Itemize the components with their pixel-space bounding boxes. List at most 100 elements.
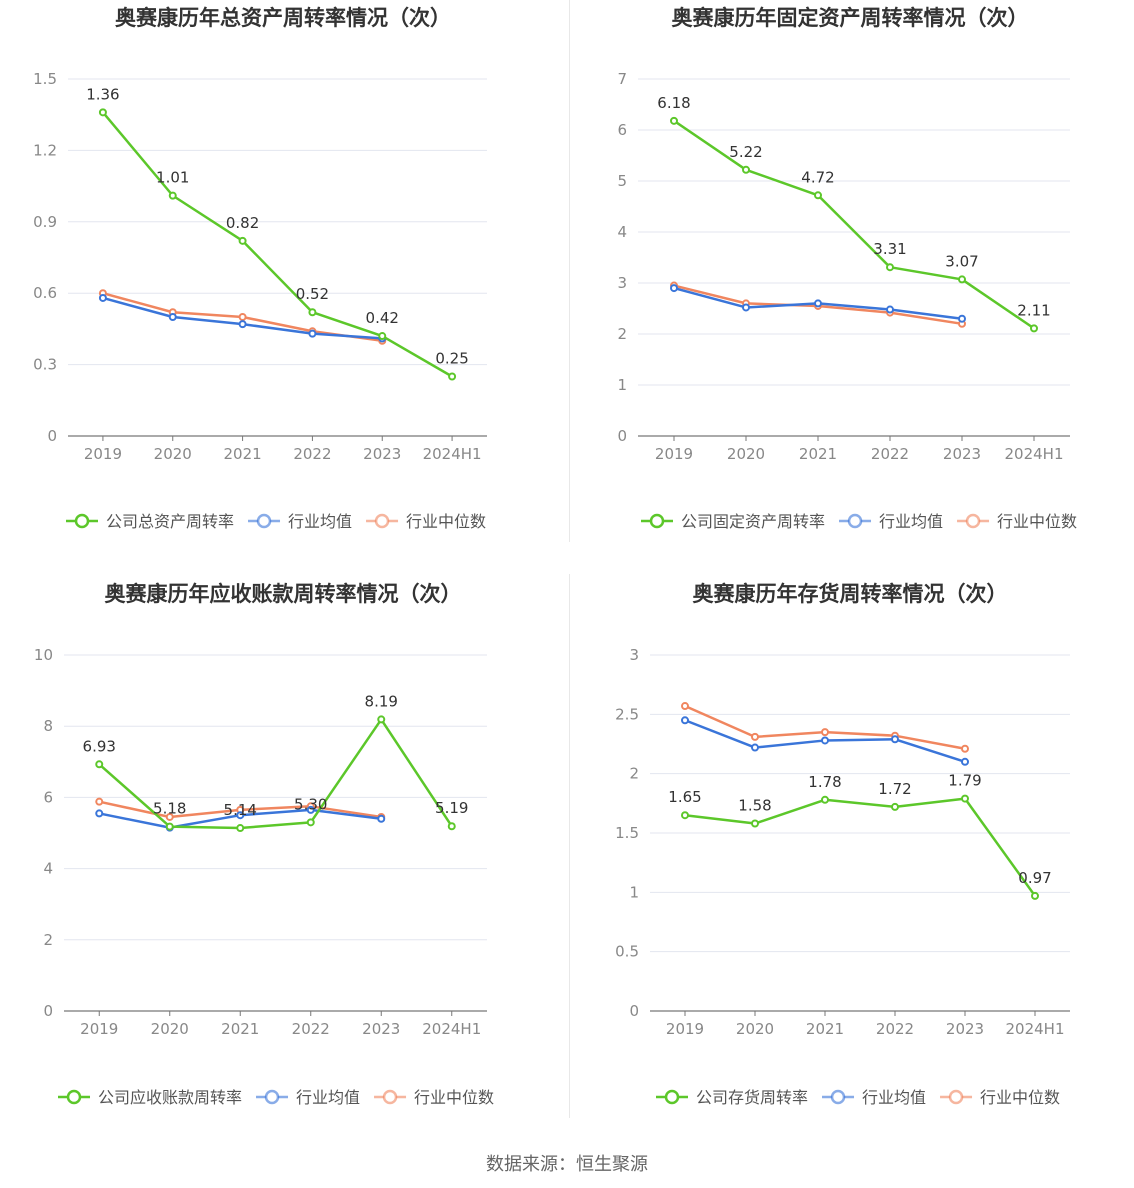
legend-label: 公司应收账款周转率 (98, 1088, 242, 1107)
legend-item-company: 公司应收账款周转率 (58, 1088, 242, 1107)
legend-label: 行业均值 (862, 1088, 926, 1107)
legend-label: 行业中位数 (980, 1088, 1060, 1107)
chart-svg: 奥赛康历年总资产周转率情况（次） 0 0.3 0.6 0.9 1.2 1.5 2019 2020… (33, 6, 487, 531)
data-point-median (751, 732, 759, 741)
data-point-avg (306, 805, 315, 814)
data-point-avg (958, 314, 966, 323)
y-tick-label: 1.5 (615, 824, 639, 842)
y-tick-label: 1 (617, 376, 627, 394)
legend-label: 公司存货周转率 (696, 1088, 808, 1107)
data-source: 数据来源：恒生聚源 (486, 1154, 648, 1175)
data-point-company (751, 819, 759, 828)
y-tick-label: 0 (617, 427, 627, 445)
legend-item-avg: 行业均值 (256, 1088, 360, 1107)
series-line-company (101, 111, 453, 378)
y-tick-label: 0 (47, 427, 57, 445)
data-point-median (821, 728, 829, 737)
data-point-avg (377, 814, 386, 823)
y-tick-label: 4 (617, 223, 627, 241)
legend-marker (74, 513, 90, 529)
data-label: 3.07 (945, 252, 978, 270)
legend-item-median: 行业中位数 (366, 512, 486, 531)
x-tick-label: 2021 (799, 445, 837, 463)
data-label: 1.65 (668, 788, 701, 806)
legend-marker (374, 513, 390, 529)
y-tick-label: 0 (629, 1002, 639, 1020)
legend-label: 行业均值 (296, 1088, 360, 1107)
x-tick-label: 2024H1 (1006, 1020, 1065, 1038)
data-point-median (681, 702, 689, 711)
x-tick-label: 2020 (151, 1020, 189, 1038)
y-tick-label: 0.3 (33, 356, 57, 374)
x-tick-label: 2020 (727, 445, 765, 463)
chart-svg: 奥赛康历年应收账款周转率情况（次） 0 2 4 6 8 10 2019 2020 2021 2022… (34, 582, 494, 1107)
x-tick-label: 2022 (293, 445, 331, 463)
y-tick-label: 1 (629, 883, 639, 901)
y-tick-label: 2 (629, 765, 639, 783)
legend-item-company: 公司固定资产周转率 (641, 512, 825, 531)
data-point-median (238, 313, 247, 321)
data-label: 1.72 (878, 780, 911, 798)
x-tick-label: 2023 (363, 445, 401, 463)
data-point-median (95, 797, 104, 806)
data-point-company (448, 372, 457, 381)
legend-label: 行业均值 (288, 512, 352, 531)
legend-item-avg: 行业均值 (248, 512, 352, 531)
y-tick-label: 0 (43, 1002, 53, 1020)
x-tick-label: 2024H1 (423, 445, 482, 463)
data-label: 0.52 (296, 285, 329, 303)
data-point-company (95, 760, 104, 769)
data-label: 8.19 (365, 692, 398, 710)
data-label: 4.72 (801, 168, 834, 186)
legend-marker (264, 1089, 280, 1105)
data-point-company (98, 108, 107, 117)
data-point-company (308, 308, 317, 317)
data-label: 0.42 (366, 309, 399, 327)
x-tick-label: 2021 (221, 1020, 259, 1038)
legend-item-median: 行业中位数 (957, 512, 1077, 531)
series-line-company (98, 718, 453, 830)
data-point-company (961, 794, 969, 803)
data-label: 5.18 (153, 800, 186, 818)
chart-inventory-turnover: 奥赛康历年存货周转率情况（次） 0 0.5 1 1.5 2 2.5 3 2019 2020 2021… (567, 576, 1134, 1152)
data-label: 2.11 (1017, 301, 1050, 319)
data-point-company (814, 191, 822, 200)
data-label: 0.25 (435, 350, 468, 368)
data-label: 1.36 (86, 85, 119, 103)
data-label: 1.01 (156, 169, 189, 187)
legend-item-median: 行业中位数 (940, 1088, 1060, 1107)
x-tick-label: 2021 (806, 1020, 844, 1038)
data-label: 0.82 (226, 214, 259, 232)
x-tick-label: 2024H1 (1005, 445, 1064, 463)
x-tick-label: 2023 (943, 445, 981, 463)
chart-fixed-asset-turnover: 奥赛康历年固定资产周转率情况（次） 0 1 2 3 4 5 6 7 2019 2020 2021 202… (567, 0, 1134, 576)
y-tick-label: 1.5 (33, 70, 57, 88)
data-point-company (681, 811, 689, 820)
legend-label: 公司总资产周转率 (106, 512, 234, 531)
x-tick-label: 2019 (84, 445, 122, 463)
data-point-avg (821, 736, 829, 745)
data-label: 1.78 (808, 773, 841, 791)
legend-item-avg: 行业均值 (839, 512, 943, 531)
data-label: 5.14 (224, 801, 257, 819)
series-line-company (673, 119, 1035, 330)
y-tick-label: 6 (617, 121, 627, 139)
chart-svg: 奥赛康历年存货周转率情况（次） 0 0.5 1 1.5 2 2.5 3 2019 2020 2021… (615, 582, 1070, 1107)
y-tick-label: 3 (617, 274, 627, 292)
x-tick-label: 2022 (292, 1020, 330, 1038)
data-point-avg (238, 320, 247, 329)
chart-receivables-turnover: 奥赛康历年应收账款周转率情况（次） 0 2 4 6 8 10 2019 2020 2021 2022… (0, 576, 567, 1152)
data-point-avg (814, 299, 822, 308)
data-point-avg (961, 757, 969, 766)
legend-item-company: 公司总资产周转率 (66, 512, 234, 531)
data-point-avg (891, 735, 899, 744)
x-tick-label: 2019 (80, 1020, 118, 1038)
data-point-company (1030, 324, 1038, 333)
x-tick-label: 2022 (871, 445, 909, 463)
data-point-avg (886, 305, 894, 314)
data-point-company (670, 116, 678, 125)
legend-label: 公司固定资产周转率 (681, 512, 825, 531)
data-point-avg (670, 284, 678, 293)
data-label: 5.30 (294, 795, 327, 813)
x-tick-label: 2019 (655, 445, 693, 463)
